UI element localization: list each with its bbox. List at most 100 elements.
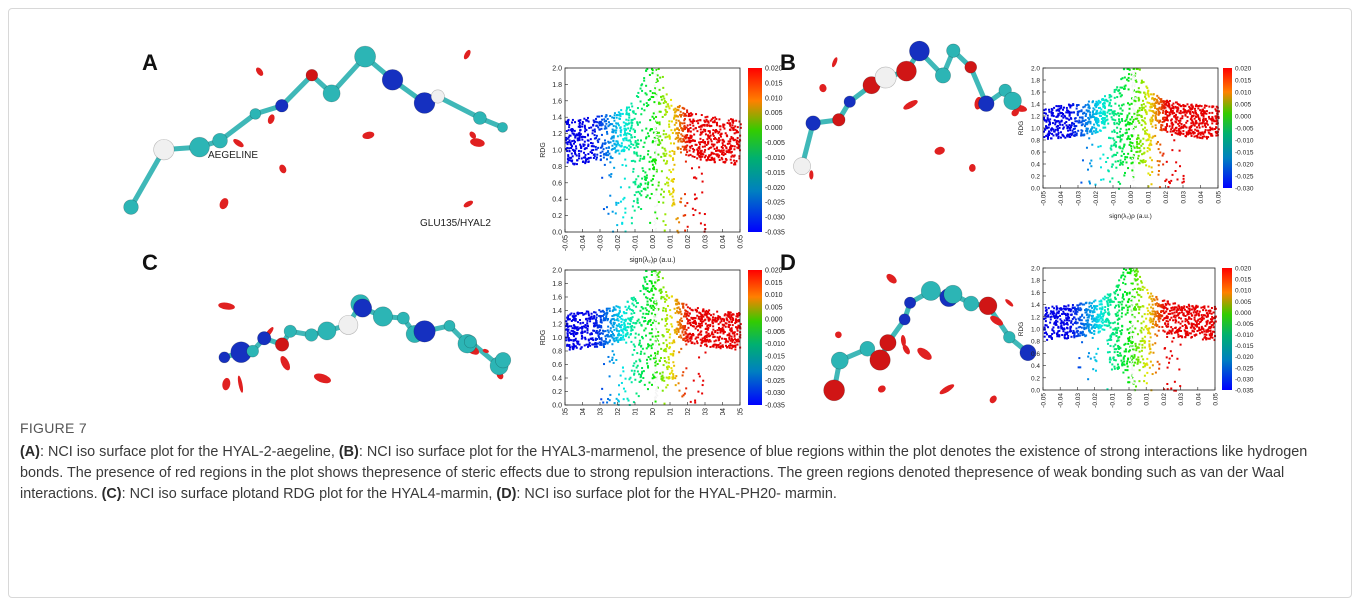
scatter-dot [1118, 123, 1120, 125]
scatter-dot [661, 139, 663, 141]
scatter-dot [1111, 163, 1113, 165]
atom [904, 297, 915, 308]
scatter-dot [1052, 113, 1054, 115]
atom [495, 352, 511, 368]
scatter-dot [717, 317, 719, 319]
scatter-dot [638, 395, 640, 397]
scatter-dot [603, 118, 605, 120]
scatter-dot [655, 330, 657, 332]
scatter-dot [674, 124, 676, 126]
scatter-dot [654, 374, 656, 376]
scatter-dot [653, 309, 655, 311]
scatter-dot [618, 384, 620, 386]
scatter-dot [1049, 322, 1051, 324]
scatter-dot [641, 108, 643, 110]
scatter-dot [1154, 135, 1156, 137]
scatter-dot [733, 163, 735, 165]
scatter-dot [641, 129, 643, 131]
scatter-dot [696, 149, 698, 151]
scatter-dot [623, 398, 625, 400]
scatter-dot [689, 333, 691, 335]
scatter-dot [1061, 313, 1063, 315]
scatter-dot [653, 101, 655, 103]
scatter-dot [1128, 112, 1130, 114]
scatter-dot [584, 326, 586, 328]
scatter-dot [1119, 147, 1121, 149]
scatter-dot [1156, 95, 1158, 97]
scatter-dot [1149, 157, 1151, 159]
scatter-dot [628, 400, 630, 402]
scatter-dot [656, 338, 658, 340]
scatter-dot [641, 336, 643, 338]
scatter-dot [627, 307, 629, 309]
scatter-dot [719, 125, 721, 127]
scatter-dot [603, 148, 605, 150]
scatter-dot [1197, 107, 1199, 109]
scatter-dot [593, 145, 595, 147]
scatter-dot [734, 132, 736, 134]
scatter-dot [634, 379, 636, 381]
scatter-dot [601, 123, 603, 125]
scatter-dot [1119, 159, 1121, 161]
scatter-dot [685, 340, 687, 342]
scatter-dot [1164, 180, 1166, 182]
scatter-dot [714, 130, 716, 132]
scatter-dot [602, 143, 604, 145]
scatter-dot [732, 332, 734, 334]
scatter-dot [645, 182, 647, 184]
scatter-dot [730, 345, 732, 347]
scatter-dot [1100, 108, 1102, 110]
scatter-dot [1128, 377, 1130, 379]
scatter-dot [622, 335, 624, 337]
scatter-dot [600, 344, 602, 346]
atom [947, 44, 961, 58]
scatter-dot [569, 150, 571, 152]
scatter-dot [591, 313, 593, 315]
scatter-dot [601, 119, 603, 121]
scatter-dot [632, 160, 634, 162]
scatter-dot [647, 301, 649, 303]
scatter-dot [693, 151, 695, 153]
scatter-dot [652, 297, 654, 299]
scatter-dot [649, 74, 651, 76]
scatter-dot [1136, 143, 1138, 145]
scatter-dot [727, 143, 729, 145]
scatter-dot [686, 109, 688, 111]
scatter-dot [712, 117, 714, 119]
scatter-dot [1111, 113, 1113, 115]
scatter-dot [632, 322, 634, 324]
scatter-dot [1117, 294, 1119, 296]
scatter-dot [1184, 105, 1186, 107]
y-tick-label: 1.0 [552, 148, 562, 155]
scatter-dot [683, 315, 685, 317]
scatter-dot [640, 183, 642, 185]
scatter-dot [663, 342, 665, 344]
scatter-dot [1097, 103, 1099, 105]
atom [979, 297, 997, 315]
scatter-dot [654, 322, 656, 324]
scatter-dot [605, 123, 607, 125]
scatter-dot [1132, 131, 1134, 133]
scatter-dot [1138, 91, 1140, 93]
scatter-dot [591, 333, 593, 335]
scatter-dot [1115, 167, 1117, 169]
scatter-dot [1212, 128, 1214, 130]
scatter-dot [641, 325, 643, 327]
scatter-dot [653, 168, 655, 170]
scatter-dot [1149, 143, 1151, 145]
scatter-dot [1060, 112, 1062, 114]
scatter-dot [618, 124, 620, 126]
scatter-dot [659, 271, 661, 273]
scatter-dot [737, 325, 739, 327]
scatter-dot [565, 339, 567, 341]
scatter-dot [678, 328, 680, 330]
scatter-dot [589, 342, 591, 344]
scatter-dot [662, 310, 664, 312]
scatter-dot [1126, 129, 1128, 131]
scatter-dot [701, 316, 703, 318]
scatter-dot [635, 113, 637, 115]
scatter-dot [1099, 115, 1101, 117]
scatter-dot [1045, 125, 1047, 127]
scatter-dot [710, 314, 712, 316]
scatter-dot [1118, 181, 1120, 183]
